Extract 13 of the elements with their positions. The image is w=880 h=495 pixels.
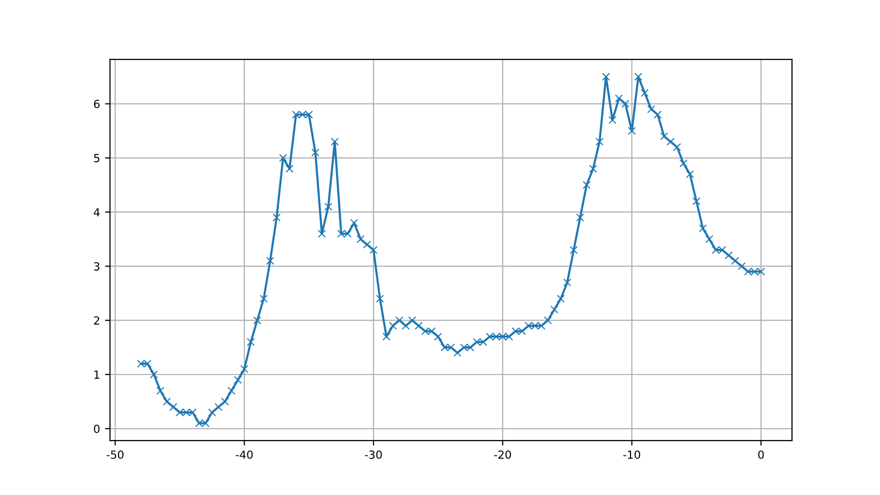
x-tick-label: -20: [494, 450, 512, 459]
y-tick-label: 2: [94, 316, 100, 325]
x-tick-label: -10: [623, 450, 640, 459]
y-tick-label: 0: [94, 424, 100, 434]
y-tick-label: 5: [94, 154, 100, 162]
y-tick-label: 6: [94, 100, 100, 108]
y-tick-label: 3: [94, 262, 100, 271]
x-tick-label: -30: [364, 450, 382, 459]
y-tick-label: 4: [94, 208, 100, 216]
y-tick-label: 1: [94, 370, 100, 379]
x-tick-label: 0: [758, 450, 764, 459]
x-tick-label: -50: [106, 450, 124, 459]
x-tick-label: -40: [236, 450, 253, 459]
